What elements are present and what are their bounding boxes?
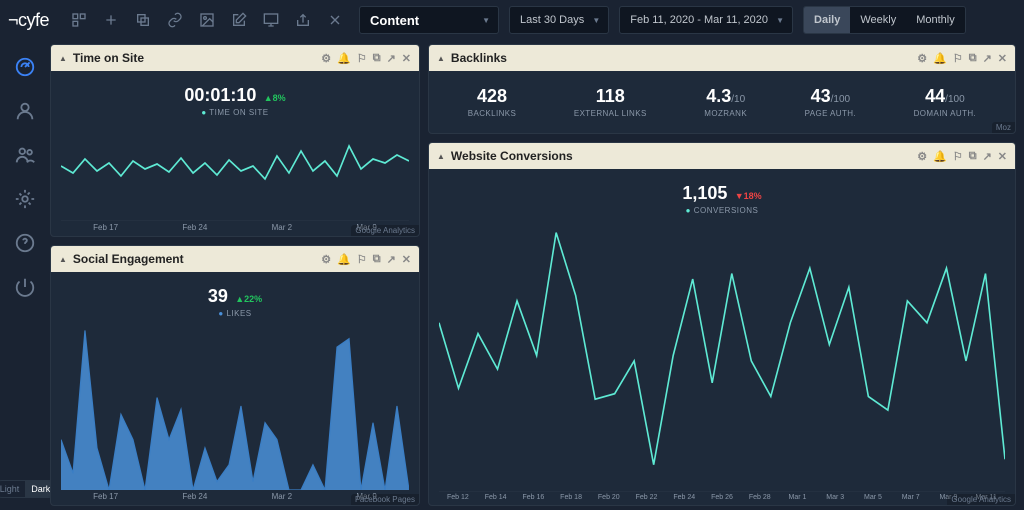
close-icon[interactable]: ✕ [998, 150, 1007, 163]
metric-delta: ▲22% [235, 294, 262, 304]
widget-title: Time on Site [73, 51, 321, 65]
copy-icon[interactable]: ⧉ [373, 253, 381, 266]
link-icon[interactable] [161, 6, 189, 34]
sidebar-dashboard-icon[interactable] [6, 48, 44, 86]
popout-icon[interactable]: ↗ [387, 52, 396, 65]
image-icon[interactable] [193, 6, 221, 34]
line-chart [439, 219, 1005, 492]
collapse-icon[interactable]: ▲ [437, 54, 445, 63]
stat-item: 43/100 PAGE AUTH. [805, 86, 856, 118]
granularity-segmented[interactable]: Daily Weekly Monthly [803, 6, 966, 34]
theme-toggle[interactable]: Light Dark [0, 480, 57, 498]
metric-label: LIKES [61, 309, 409, 318]
metric-value: 39 [208, 286, 228, 307]
edit-icon[interactable] [225, 6, 253, 34]
copy-icon[interactable]: ⧉ [969, 150, 977, 163]
widget-social: ▲ Social Engagement ⚙ 🔔 ⚐ ⧉ ↗ ✕ 39 ▲22% … [50, 245, 420, 506]
sidebar-power-icon[interactable] [6, 268, 44, 306]
widget-title: Website Conversions [451, 149, 917, 163]
metric-value: 00:01:10 [184, 85, 256, 106]
stat-item: 44/100 DOMAIN AUTH. [914, 86, 977, 118]
close-icon[interactable]: ✕ [402, 253, 411, 266]
collapse-icon[interactable]: ▲ [437, 152, 445, 161]
bell-icon[interactable]: 🔔 [933, 150, 947, 163]
gear-icon[interactable]: ⚙ [321, 253, 331, 266]
stat-item: 4.3/10 MOZRANK [704, 86, 747, 118]
bell-icon[interactable]: 🔔 [933, 52, 947, 65]
close-icon[interactable] [321, 6, 349, 34]
copy-icon[interactable] [129, 6, 157, 34]
gear-icon[interactable]: ⚙ [917, 52, 927, 65]
source-tag: Google Analytics [947, 494, 1015, 505]
sidebar-settings-icon[interactable] [6, 180, 44, 218]
widget-title: Backlinks [451, 51, 917, 65]
copy-icon[interactable]: ⧉ [969, 52, 977, 65]
gear-icon[interactable]: ⚙ [917, 150, 927, 163]
content-select[interactable]: Content [359, 6, 499, 34]
seg-weekly[interactable]: Weekly [850, 7, 906, 33]
plus-icon[interactable] [97, 6, 125, 34]
widget-backlinks: ▲ Backlinks ⚙ 🔔 ⚐ ⧉ ↗ ✕ 428 BACKLINKS 1 [428, 44, 1016, 134]
seg-monthly[interactable]: Monthly [906, 7, 965, 33]
widget-time-on-site: ▲ Time on Site ⚙ 🔔 ⚐ ⧉ ↗ ✕ 00:01:10 ▲8% … [50, 44, 420, 237]
metric-value: 1,105 [682, 183, 727, 204]
flag-icon[interactable]: ⚐ [357, 52, 367, 65]
brand-logo: ¬cyfe [8, 10, 49, 31]
source-tag: Moz [992, 122, 1015, 133]
stats-row: 428 BACKLINKS 118 EXTERNAL LINKS 4.3/10 … [439, 71, 1005, 133]
gear-icon[interactable]: ⚙ [321, 52, 331, 65]
bell-icon[interactable]: 🔔 [337, 253, 351, 266]
popout-icon[interactable]: ↗ [387, 253, 396, 266]
source-tag: Google Analytics [351, 225, 419, 236]
collapse-icon[interactable]: ▲ [59, 255, 67, 264]
date-range-select[interactable]: Feb 11, 2020 - Mar 11, 2020 [619, 6, 793, 34]
sidebar-users-icon[interactable] [6, 136, 44, 174]
theme-light[interactable]: Light [0, 481, 25, 497]
line-chart [61, 121, 409, 221]
metric-delta: ▼18% [735, 191, 762, 201]
seg-daily[interactable]: Daily [804, 7, 850, 33]
flag-icon[interactable]: ⚐ [953, 52, 963, 65]
close-icon[interactable]: ✕ [998, 52, 1007, 65]
flag-icon[interactable]: ⚐ [953, 150, 963, 163]
metric-label: TIME ON SITE [61, 108, 409, 117]
popout-icon[interactable]: ↗ [983, 150, 992, 163]
monitor-icon[interactable] [257, 6, 285, 34]
widget-conversions: ▲ Website Conversions ⚙ 🔔 ⚐ ⧉ ↗ ✕ 1,105 … [428, 142, 1016, 506]
close-icon[interactable]: ✕ [402, 52, 411, 65]
metric-label: CONVERSIONS [439, 206, 1005, 215]
metric-delta: ▲8% [264, 93, 286, 103]
widget-actions: ⚙ 🔔 ⚐ ⧉ ↗ ✕ [321, 52, 411, 65]
flag-icon[interactable]: ⚐ [357, 253, 367, 266]
grid-icon[interactable] [65, 6, 93, 34]
share-icon[interactable] [289, 6, 317, 34]
widget-title: Social Engagement [73, 252, 321, 266]
sidebar-user-icon[interactable] [6, 92, 44, 130]
sidebar-help-icon[interactable] [6, 224, 44, 262]
area-chart [61, 322, 409, 490]
stat-item: 428 BACKLINKS [468, 86, 517, 118]
stat-item: 118 EXTERNAL LINKS [574, 86, 647, 118]
source-tag: Facebook Pages [351, 494, 419, 505]
bell-icon[interactable]: 🔔 [337, 52, 351, 65]
collapse-icon[interactable]: ▲ [59, 54, 67, 63]
range-select[interactable]: Last 30 Days [509, 6, 609, 34]
x-axis: Feb 12Feb 14Feb 16Feb 18Feb 20Feb 22Feb … [439, 492, 1005, 503]
copy-icon[interactable]: ⧉ [373, 52, 381, 65]
popout-icon[interactable]: ↗ [983, 52, 992, 65]
